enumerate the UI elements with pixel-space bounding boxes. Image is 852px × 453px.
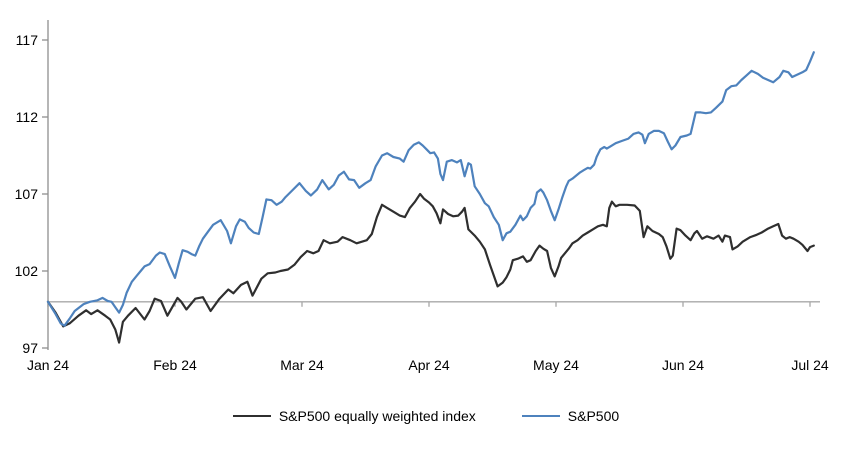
y-tick-label-2: 107 <box>15 186 39 202</box>
y-tick-label-4: 117 <box>16 32 39 48</box>
series-line-equal-weight <box>46 192 815 344</box>
x-tick-label-5: Jun 24 <box>662 357 704 373</box>
chart-canvas: Jan 24 Feb 24 Mar 24 Apr 24 May 24 Jun 24 Jul … <box>15 20 829 373</box>
legend-item-equal-weight: S&P500 equally weighted index <box>232 408 476 424</box>
x-tick-label-3: Apr 24 <box>408 357 449 373</box>
legend-item-sp500: S&P500 <box>521 408 620 424</box>
x-tick-label-4: May 24 <box>533 357 579 373</box>
legend-line-equal-weight-icon <box>232 414 271 418</box>
legend-label-sp500: S&P500 <box>567 408 620 424</box>
chart-legend: S&P500 equally weighted index S&P500 <box>0 408 852 424</box>
x-tick-label-2: Mar 24 <box>280 357 324 373</box>
series-line-sp500 <box>46 51 815 327</box>
legend-label-equal-weight: S&P500 equally weighted index <box>278 408 476 424</box>
y-tick-label-0: 97 <box>22 340 38 356</box>
y-tick-label-1: 102 <box>15 263 39 279</box>
x-tick-label-6: Jul 24 <box>791 357 829 373</box>
y-tick-label-3: 112 <box>16 109 39 125</box>
x-tick-label-0: Jan 24 <box>27 357 69 373</box>
x-tick-label-1: Feb 24 <box>153 357 197 373</box>
legend-line-sp500-icon <box>521 414 560 418</box>
